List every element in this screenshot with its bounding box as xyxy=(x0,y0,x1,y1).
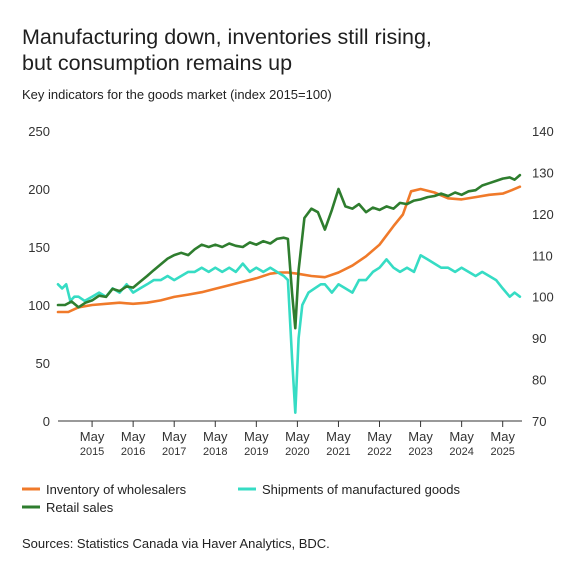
chart-subtitle: Key indicators for the goods market (ind… xyxy=(22,87,332,102)
left-axis-tick-label: 50 xyxy=(36,356,50,371)
x-axis-tick-year: 2015 xyxy=(80,446,104,458)
x-axis-tick-year: 2017 xyxy=(162,446,186,458)
series-line-retail-sales xyxy=(56,173,522,330)
x-axis-tick-month: May xyxy=(80,429,105,444)
x-axis-tick-month: May xyxy=(203,429,228,444)
x-axis-tick-year: 2024 xyxy=(449,446,473,458)
x-axis-tick-year: 2018 xyxy=(203,446,227,458)
x-axis-tick-year: 2020 xyxy=(285,446,309,458)
right-axis-tick-label: 80 xyxy=(532,373,546,388)
legend-label: Retail sales xyxy=(46,500,114,515)
right-axis-tick-label: 120 xyxy=(532,207,554,222)
x-axis-tick-month: May xyxy=(408,429,433,444)
legend-label: Inventory of wholesalers xyxy=(46,482,187,497)
x-axis-tick-month: May xyxy=(490,429,515,444)
x-axis-tick-month: May xyxy=(162,429,187,444)
left-axis-tick-label: 100 xyxy=(28,298,50,313)
right-axis-tick-label: 70 xyxy=(532,414,546,429)
chart-title-line1: Manufacturing down, inventories still ri… xyxy=(22,25,432,49)
x-axis: May 2015 May 2016 May 2017 May 2018 May 2019 May 20… xyxy=(58,420,522,458)
right-axis-tick-label: 90 xyxy=(532,331,546,346)
x-axis-tick-month: May xyxy=(326,429,351,444)
series-layer xyxy=(56,173,522,414)
left-y-axis: 0 50 100 150 200 250 xyxy=(28,124,50,429)
legend: Inventory of wholesalers Shipments of man… xyxy=(22,482,461,515)
x-axis-tick-month: May xyxy=(449,429,474,444)
x-axis-tick-year: 2021 xyxy=(326,446,350,458)
x-axis-tick-year: 2019 xyxy=(244,446,268,458)
x-axis-tick-month: May xyxy=(367,429,392,444)
left-axis-tick-label: 0 xyxy=(43,414,50,429)
chart-title-line2: but consumption remains up xyxy=(22,51,293,75)
x-axis-tick-year: 2022 xyxy=(367,446,391,458)
series-line-shipments-of-manufactured-goods xyxy=(56,254,522,414)
right-axis-tick-label: 140 xyxy=(532,124,554,139)
x-axis-tick-year: 2016 xyxy=(121,446,145,458)
x-axis-tick-month: May xyxy=(121,429,146,444)
right-axis-tick-label: 130 xyxy=(532,165,554,180)
source-note: Sources: Statistics Canada via Haver Ana… xyxy=(22,536,330,551)
x-axis-tick-month: May xyxy=(244,429,269,444)
right-y-axis: 70 80 90 100 110 120 130 140 xyxy=(532,124,554,429)
right-axis-tick-label: 110 xyxy=(532,248,553,263)
x-axis-tick-year: 2023 xyxy=(408,446,432,458)
series-line-inventory-of-wholesalers xyxy=(56,185,522,314)
left-axis-tick-label: 200 xyxy=(28,182,50,197)
chart-title: Manufacturing down, inventories still ri… xyxy=(22,24,562,76)
x-axis-tick-year: 2025 xyxy=(490,446,514,458)
right-axis-tick-label: 100 xyxy=(532,290,554,305)
left-axis-tick-label: 150 xyxy=(28,240,50,255)
legend-label: Shipments of manufactured goods xyxy=(262,482,461,497)
left-axis-tick-label: 250 xyxy=(28,124,50,139)
x-axis-tick-month: May xyxy=(285,429,310,444)
